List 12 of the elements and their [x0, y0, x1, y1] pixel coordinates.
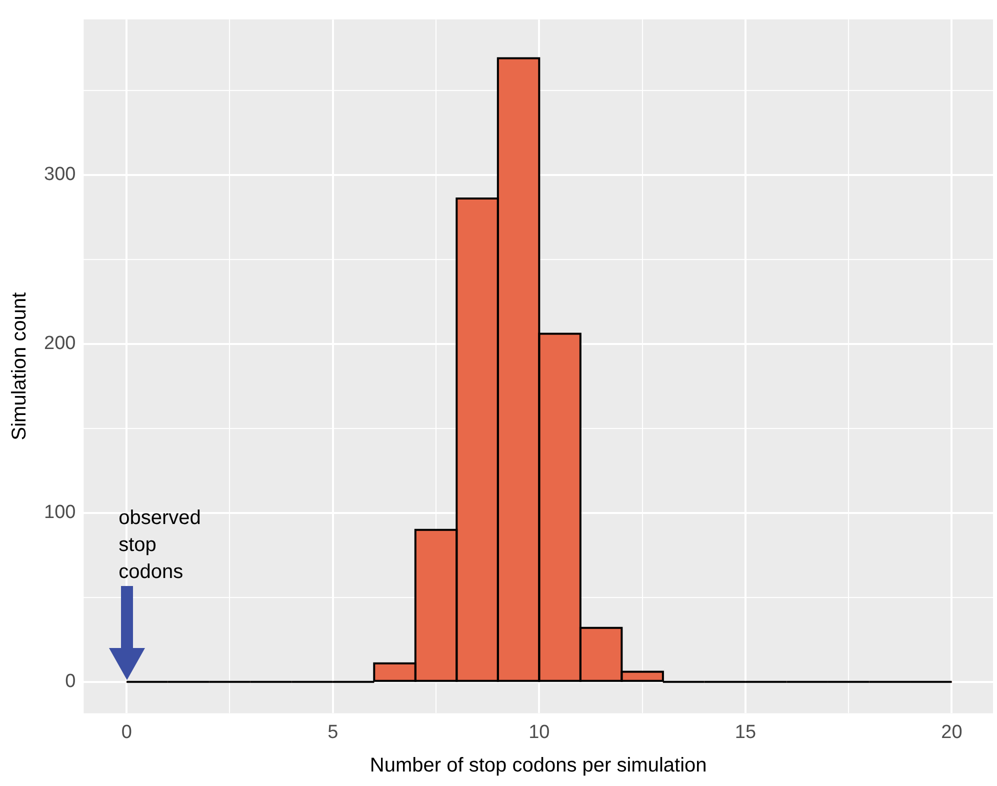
- y-tick-label: 300: [44, 164, 76, 186]
- x-tick-label: 20: [941, 722, 962, 743]
- x-tick-label: 10: [528, 722, 550, 743]
- y-tick-label: 200: [44, 333, 76, 354]
- x-tick-label: 0: [121, 722, 132, 743]
- x-tick-label: 15: [734, 722, 756, 743]
- x-axis-title: Number of stop codons per simulation: [370, 754, 707, 777]
- y-axis-title: Simulation count: [8, 292, 31, 440]
- x-tick-label: 5: [328, 722, 338, 743]
- y-tick-label: 0: [65, 671, 76, 692]
- y-tick-label: 100: [44, 502, 76, 524]
- annotation: observed stop codons: [118, 506, 201, 583]
